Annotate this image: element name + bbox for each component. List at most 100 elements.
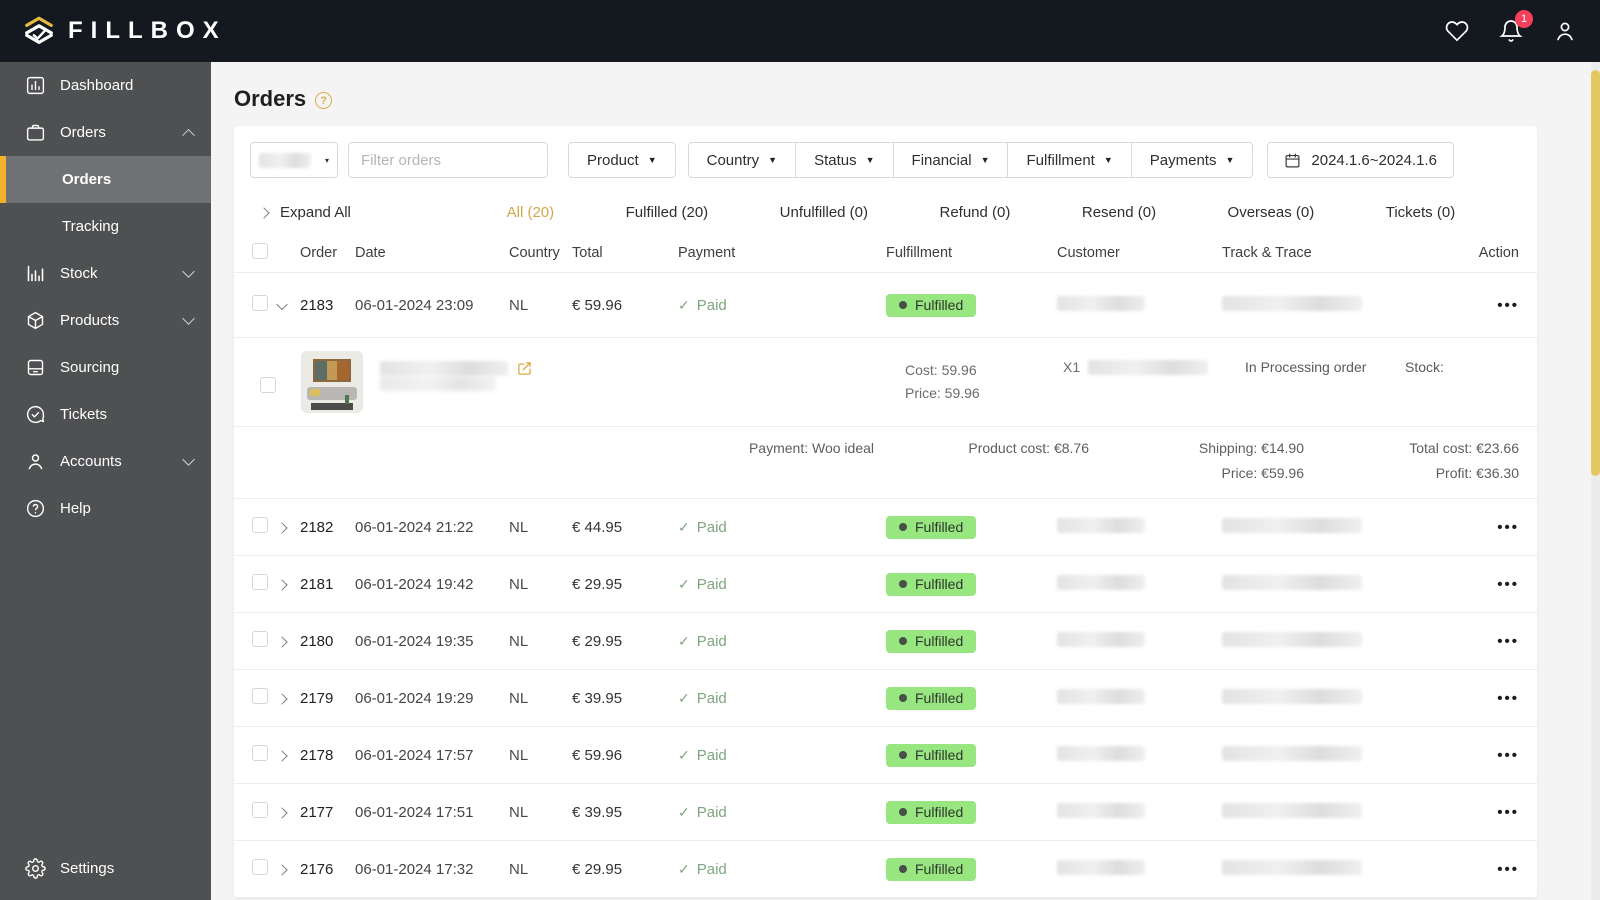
payment-status: ✓ Paid	[678, 296, 727, 314]
scrollbar-thumb[interactable]	[1591, 70, 1600, 476]
chevron-right-icon	[276, 806, 288, 819]
status-tabs: All (20) Fulfilled (20) Unfulfilled (0) …	[471, 204, 1491, 221]
row-checkbox[interactable]	[252, 517, 268, 533]
status-dot-icon	[899, 637, 907, 645]
order-number: 2179	[300, 689, 334, 707]
expand-all-button[interactable]: Expand All	[258, 204, 351, 221]
more-actions-button[interactable]: •••	[1497, 518, 1519, 536]
filter-fulfillment-button[interactable]: Fulfillment ▼	[1007, 142, 1132, 178]
row-checkbox[interactable]	[252, 688, 268, 704]
payment-status: ✓ Paid	[678, 746, 727, 764]
order-country: NL	[509, 575, 529, 593]
more-actions-button[interactable]: •••	[1497, 632, 1519, 650]
sidebar-item-label: Sourcing	[60, 359, 120, 376]
tracktrace-redacted	[1222, 688, 1362, 704]
order-country: NL	[509, 632, 529, 650]
filter-product-button[interactable]: Product ▼	[568, 142, 676, 178]
date-range-picker[interactable]: 2024.1.6~2024.1.6	[1267, 142, 1454, 178]
order-total: € 44.95	[572, 518, 623, 536]
tab-unfulfilled[interactable]: Unfulfilled (0)	[779, 204, 869, 221]
more-actions-button[interactable]: •••	[1497, 746, 1519, 764]
sidebar-item-settings[interactable]: Settings	[0, 845, 211, 892]
supplier-redacted	[1088, 359, 1209, 375]
order-date: 06-01-2024 17:57	[355, 746, 474, 764]
expand-row-button[interactable]	[276, 297, 300, 314]
table-row: 2180 06-01-2024 19:35 NL € 29.95 ✓ Paid Fulfil…	[234, 613, 1537, 670]
line-item-checkbox[interactable]	[260, 377, 276, 393]
sidebar-item-accounts[interactable]: Accounts	[0, 438, 211, 485]
row-checkbox[interactable]	[252, 574, 268, 590]
search-input[interactable]	[348, 142, 548, 178]
sidebar-item-orders[interactable]: Orders	[0, 109, 211, 156]
customer-redacted	[1057, 295, 1145, 311]
expand-row-button[interactable]	[276, 690, 300, 707]
tab-refund[interactable]: Refund (0)	[939, 204, 1011, 221]
sidebar-item-dashboard[interactable]: Dashboard	[0, 62, 211, 109]
more-actions-button[interactable]: •••	[1497, 860, 1519, 878]
filter-financial-button[interactable]: Financial ▼	[892, 142, 1009, 178]
tracktrace-redacted	[1222, 802, 1362, 818]
row-checkbox[interactable]	[252, 745, 268, 761]
column-header: Payment	[678, 244, 736, 261]
sidebar-item-help[interactable]: Help	[0, 485, 211, 532]
favorites-button[interactable]	[1444, 18, 1470, 44]
payment-status: ✓ Paid	[678, 860, 727, 878]
expand-row-button[interactable]	[276, 519, 300, 536]
more-actions-button[interactable]: •••	[1497, 575, 1519, 593]
profit: Profit: €36.30	[1435, 465, 1519, 481]
store-select[interactable]: ▾	[250, 142, 338, 178]
expand-row-button[interactable]	[276, 747, 300, 764]
sidebar-item-stock[interactable]: Stock	[0, 250, 211, 297]
select-all-checkbox[interactable]	[252, 242, 268, 259]
tab-tickets[interactable]: Tickets (0)	[1385, 204, 1456, 221]
help-icon[interactable]: ?	[315, 92, 333, 109]
expand-row-button[interactable]	[276, 804, 300, 821]
payment-status: ✓ Paid	[678, 689, 727, 707]
sidebar-item-sourcing[interactable]: Sourcing	[0, 344, 211, 391]
row-checkbox[interactable]	[252, 802, 268, 818]
table-row: 2179 06-01-2024 19:29 NL € 39.95 ✓ Paid Fulfil…	[234, 670, 1537, 727]
tab-overseas[interactable]: Overseas (0)	[1227, 204, 1315, 221]
filter-payments-button[interactable]: Payments ▼	[1130, 142, 1254, 178]
table-header: Order Date Country Total Payment Fulfill…	[234, 233, 1537, 273]
customer-redacted	[1057, 517, 1145, 533]
product-image[interactable]	[301, 351, 363, 413]
expand-row-button[interactable]	[276, 861, 300, 878]
fulfillment-badge: Fulfilled	[886, 857, 977, 881]
fulfillment-badge: Fulfilled	[886, 629, 977, 653]
dashboard-icon	[24, 75, 46, 97]
tab-resend[interactable]: Resend (0)	[1081, 204, 1157, 221]
external-link-icon[interactable]	[517, 361, 532, 376]
more-actions-button[interactable]: •••	[1497, 803, 1519, 821]
filter-status-button[interactable]: Status ▼	[795, 142, 894, 178]
tab-all[interactable]: All (20)	[506, 204, 555, 221]
row-checkbox[interactable]	[252, 859, 268, 875]
sidebar-item-products[interactable]: Products	[0, 297, 211, 344]
sidebar-item-tickets[interactable]: Tickets	[0, 391, 211, 438]
filter-country-button[interactable]: Country ▼	[687, 142, 797, 178]
customer-redacted	[1057, 745, 1145, 761]
row-checkbox[interactable]	[252, 631, 268, 647]
tracktrace-redacted	[1222, 574, 1362, 590]
sidebar-item-label: Help	[60, 500, 91, 517]
tracktrace-redacted	[1222, 631, 1362, 647]
sidebar-item-orders-sub[interactable]: Orders	[0, 156, 211, 203]
notifications-button[interactable]: 1	[1498, 10, 1533, 44]
more-actions-button[interactable]: •••	[1497, 296, 1519, 314]
tab-fulfilled[interactable]: Fulfilled (20)	[625, 204, 709, 221]
archive-icon	[24, 357, 46, 379]
order-country: NL	[509, 296, 529, 314]
expand-row-button[interactable]	[276, 633, 300, 650]
expand-row-button[interactable]	[276, 576, 300, 593]
status-dot-icon	[899, 523, 907, 531]
tracktrace-redacted	[1222, 295, 1362, 311]
sidebar-item-tracking[interactable]: Tracking	[0, 203, 211, 250]
customer-redacted	[1057, 631, 1145, 647]
stock-label: Stock:	[1405, 359, 1444, 375]
scrollbar-track[interactable]	[1591, 62, 1600, 900]
account-button[interactable]	[1552, 18, 1578, 44]
status-dot-icon	[899, 808, 907, 816]
row-checkbox[interactable]	[252, 295, 268, 311]
brand-logo[interactable]: FILLBOX	[22, 14, 227, 48]
more-actions-button[interactable]: •••	[1497, 689, 1519, 707]
